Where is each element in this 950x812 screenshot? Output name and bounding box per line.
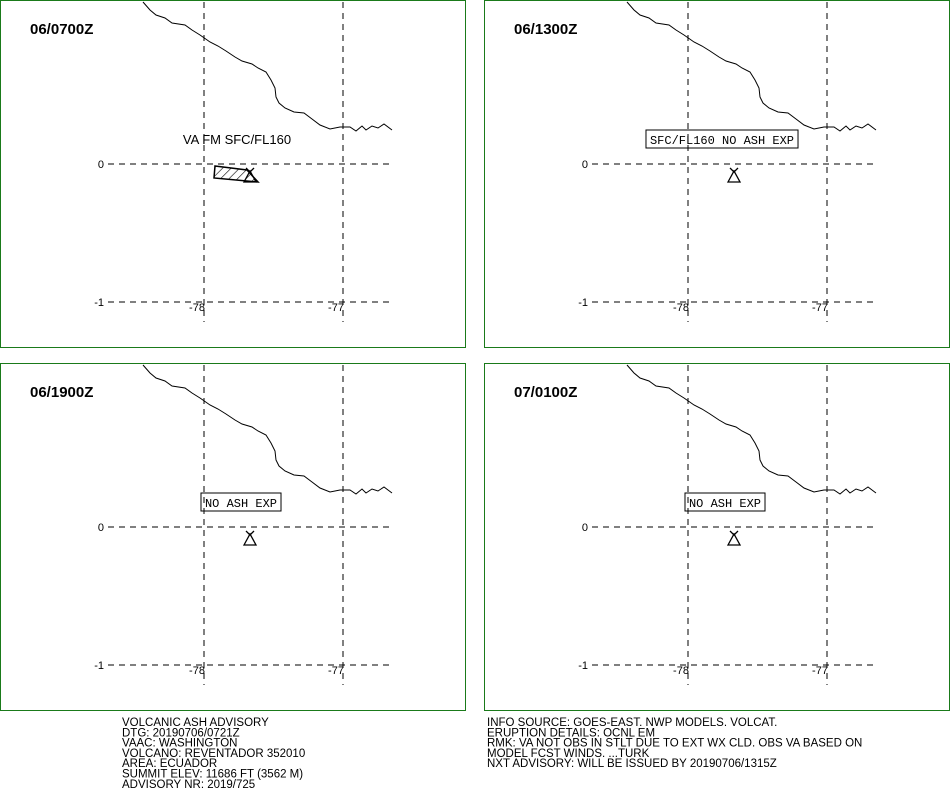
annotation: SFC/FL160 NO ASH EXP — [650, 134, 794, 148]
lat-label: 0 — [98, 522, 104, 534]
coastline — [142, 1, 393, 132]
lat-label: -1 — [94, 297, 104, 309]
lat-label: -1 — [94, 660, 104, 672]
advisory-line: VAAC: WASHINGTON — [122, 738, 237, 750]
map-panel: 0 -1 -78 -77 06/1300Z SFC/FL160 NO ASH EXP — [484, 0, 950, 348]
volcano-symbol — [726, 167, 742, 183]
lon-label: -77 — [812, 665, 828, 677]
advisory-line: VOLCANO: REVENTADOR 352010 — [122, 748, 305, 760]
map-panel: 0 -1 -78 -77 06/1900Z NO ASH EXP — [0, 363, 466, 711]
annotation-box — [684, 492, 766, 512]
advisory-line: VOLCANIC ASH ADVISORY — [122, 717, 269, 729]
volcano-symbol — [726, 530, 742, 546]
lon-label: -77 — [812, 302, 828, 314]
map-panel: 0 -1 -78 -77 06/0700Z VA FM SFC/FL160 — [0, 0, 466, 348]
panel-border — [0, 0, 466, 348]
ash-area — [213, 165, 260, 183]
valid-time: 06/0700Z — [30, 21, 93, 38]
lon-label: -77 — [328, 302, 344, 314]
advisory-line: INFO SOURCE: GOES-EAST. NWP MODELS. VOLC… — [487, 717, 777, 729]
advisory-line: RMK: VA NOT OBS IN STLT DUE TO EXT WX CL… — [487, 738, 862, 750]
valid-time: 06/1300Z — [514, 21, 577, 38]
lat-label: -1 — [578, 297, 588, 309]
lon-label: -77 — [328, 665, 344, 677]
annotation: NO ASH EXP — [689, 497, 761, 511]
annotation-box — [200, 492, 282, 512]
lat-label: 0 — [582, 522, 588, 534]
coastline — [626, 1, 877, 132]
volcano-symbol — [242, 167, 258, 183]
volcano-symbol — [242, 530, 258, 546]
advisory-line: ERUPTION DETAILS: OCNL EM — [487, 727, 655, 739]
lat-label: -1 — [578, 660, 588, 672]
annotation-box — [645, 129, 799, 149]
lon-label: -78 — [189, 665, 205, 677]
coastline — [142, 364, 393, 495]
valid-time: 06/1900Z — [30, 384, 93, 401]
coastline — [626, 364, 877, 495]
advisory-line: ADVISORY NR: 2019/725 — [122, 779, 255, 791]
annotation: NO ASH EXP — [205, 497, 277, 511]
lon-label: -78 — [673, 665, 689, 677]
lat-label: 0 — [98, 159, 104, 171]
advisory-line: SUMMIT ELEV: 11686 FT (3562 M) — [122, 769, 303, 781]
advisory-line: AREA: ECUADOR — [122, 758, 217, 770]
panel-border — [484, 0, 950, 348]
valid-time: 07/0100Z — [514, 384, 577, 401]
panel-border — [484, 363, 950, 711]
annotation: VA FM SFC/FL160 — [183, 132, 291, 147]
advisory-line: MODEL FCST WINDS. ...TURK — [487, 748, 650, 760]
advisory-line: DTG: 20190706/0721Z — [122, 727, 240, 739]
lon-label: -78 — [189, 302, 205, 314]
lon-label: -78 — [673, 302, 689, 314]
advisory-line: NXT ADVISORY: WILL BE ISSUED BY 20190706… — [487, 758, 777, 770]
panel-border — [0, 363, 466, 711]
map-panel: 0 -1 -78 -77 07/0100Z NO ASH EXP — [484, 363, 950, 711]
lat-label: 0 — [582, 159, 588, 171]
